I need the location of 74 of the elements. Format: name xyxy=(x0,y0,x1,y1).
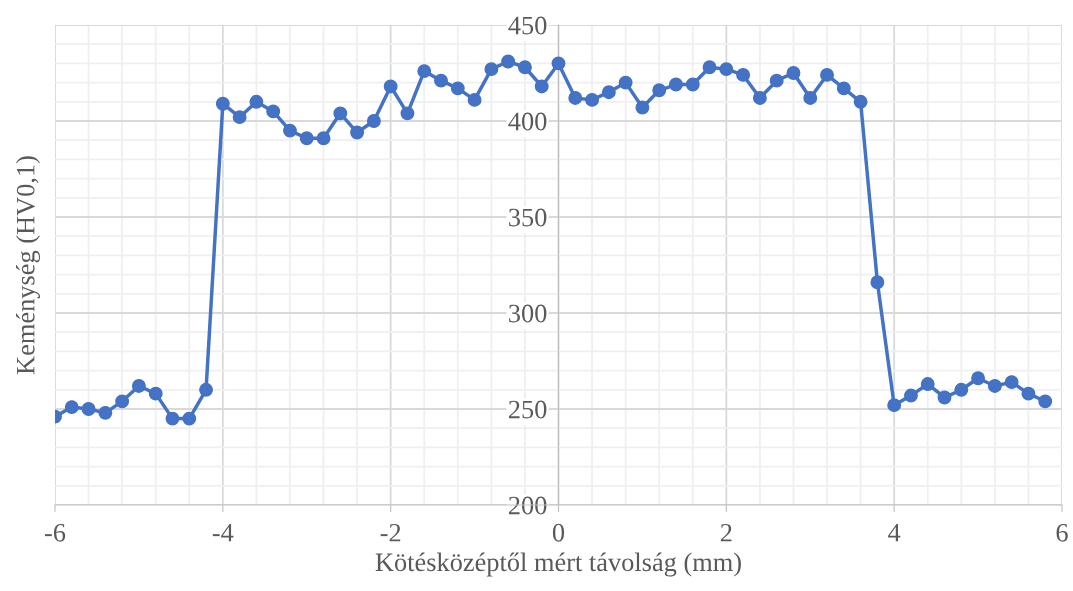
x-tick-label: -4 xyxy=(212,524,234,542)
point xyxy=(467,92,482,107)
point xyxy=(383,79,398,94)
x-tick-label: 6 xyxy=(1056,523,1068,542)
point xyxy=(702,60,717,75)
y-tick-label: 200 xyxy=(508,496,547,515)
x-axis-title: Kötésközéptől mért távolság (mm) xyxy=(375,552,741,577)
point xyxy=(64,400,79,415)
point xyxy=(434,73,448,88)
y-tick-label: 250 xyxy=(508,400,547,419)
point xyxy=(182,411,197,426)
y-tick-label: 350 xyxy=(509,208,547,227)
x-tick-label: 2 xyxy=(720,523,732,542)
point xyxy=(551,56,566,71)
point xyxy=(786,66,801,80)
point xyxy=(115,394,130,409)
point xyxy=(1021,386,1036,401)
point xyxy=(568,91,583,105)
point xyxy=(249,94,264,109)
y-tick-label: 450 xyxy=(508,16,547,35)
point xyxy=(450,81,465,96)
point xyxy=(266,104,281,119)
point xyxy=(501,54,516,69)
point xyxy=(283,123,297,138)
x-tick-label: 4 xyxy=(888,524,901,542)
y-tick-label: 400 xyxy=(508,112,547,131)
point xyxy=(81,402,96,416)
point xyxy=(803,91,818,105)
point xyxy=(333,106,348,121)
point xyxy=(954,382,969,397)
point xyxy=(215,96,230,111)
point xyxy=(937,390,952,405)
point xyxy=(585,92,600,107)
point xyxy=(752,91,767,105)
point xyxy=(820,67,834,82)
point xyxy=(131,379,146,393)
point xyxy=(920,377,935,391)
point xyxy=(669,77,683,92)
point xyxy=(736,67,751,82)
point xyxy=(618,75,633,90)
point xyxy=(635,100,650,115)
point xyxy=(400,106,415,121)
point xyxy=(853,94,868,109)
point xyxy=(769,73,784,88)
point xyxy=(484,62,499,77)
point xyxy=(904,388,918,403)
point xyxy=(987,379,1002,393)
point xyxy=(148,386,163,401)
point xyxy=(316,131,331,146)
point xyxy=(534,79,549,94)
point xyxy=(1038,394,1053,409)
point xyxy=(836,81,851,96)
y-axis-title: Keménység (HV0,1) xyxy=(15,156,41,375)
point xyxy=(517,60,532,75)
point xyxy=(652,83,667,98)
point xyxy=(232,110,247,125)
point xyxy=(887,398,902,413)
x-tick-label: -6 xyxy=(44,523,66,542)
point xyxy=(971,371,986,386)
x-tick-label: -2 xyxy=(380,523,401,542)
point xyxy=(366,114,381,128)
point xyxy=(601,85,616,100)
y-tick-label: 300 xyxy=(509,304,547,323)
point xyxy=(165,411,180,426)
point xyxy=(719,62,734,77)
point xyxy=(350,125,365,140)
point xyxy=(417,64,432,79)
point xyxy=(299,131,314,146)
point xyxy=(870,275,885,290)
point xyxy=(98,405,113,420)
point xyxy=(1004,375,1019,390)
x-tick-label: 0 xyxy=(552,523,565,542)
point xyxy=(685,77,700,92)
point xyxy=(199,382,213,397)
